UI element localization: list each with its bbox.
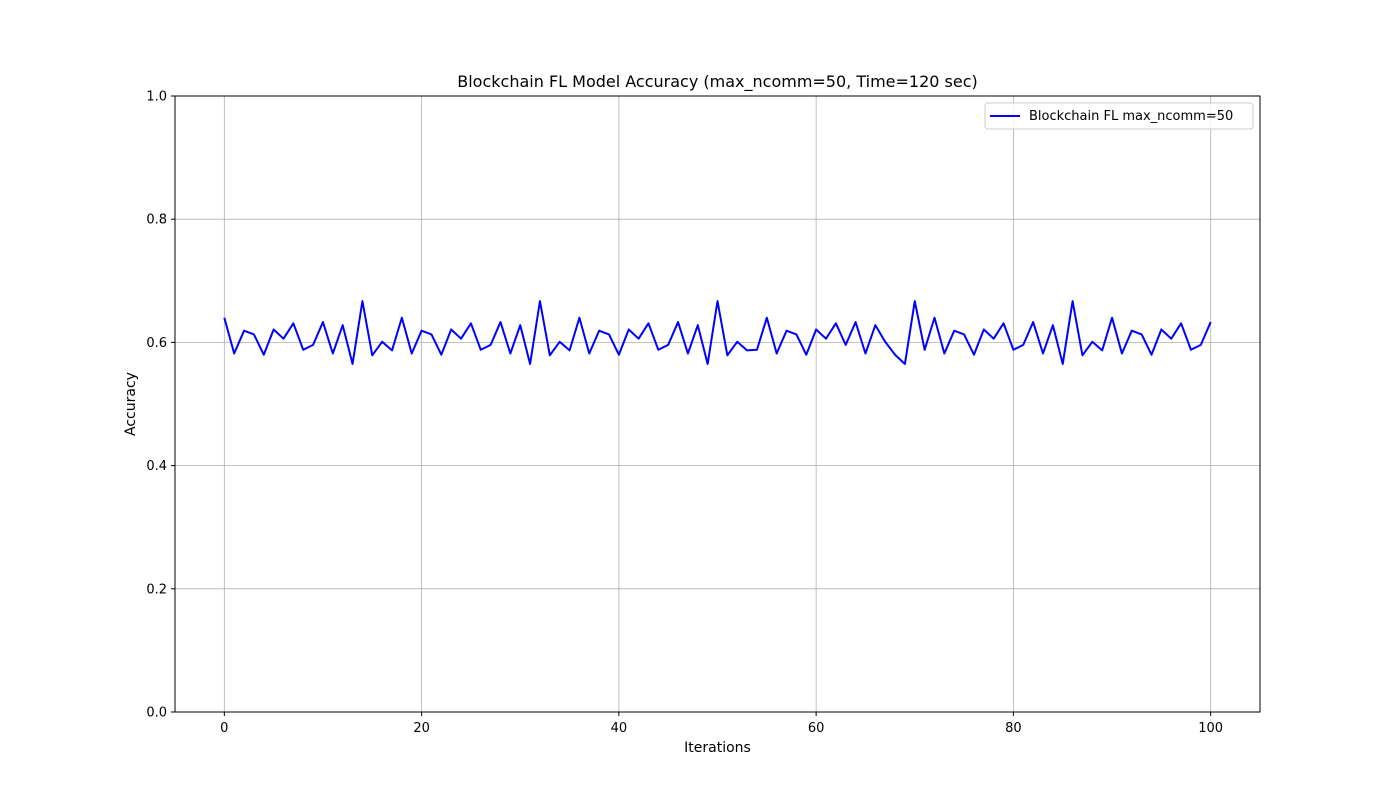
y-axis-label: Accuracy	[123, 372, 139, 436]
axis-ticks: 0 20 40 60 80 100 0.0 0.2 0.4 0.6 0.8 1.0	[146, 90, 1223, 737]
y-tick-label: 0.8	[146, 213, 167, 228]
legend-box	[984, 102, 1254, 130]
y-tick-label: 0.6	[146, 336, 167, 351]
series-line	[223, 300, 1212, 365]
x-tick-label: 60	[808, 721, 825, 736]
legend: Blockchain FL max_ncomm=50	[984, 102, 1254, 130]
x-tick-label: 80	[1005, 721, 1022, 736]
x-tick-label: 40	[611, 721, 628, 736]
plot-frame	[174, 95, 1261, 713]
x-tick-label: 20	[413, 721, 430, 736]
x-tick-label: 0	[220, 721, 228, 736]
y-tick-label: 1.0	[146, 90, 167, 105]
series-layer	[223, 300, 1212, 365]
y-tick-label: 0.2	[146, 582, 167, 597]
chart-title: Blockchain FL Model Accuracy (max_ncomm=…	[457, 72, 978, 92]
x-tick-label: 100	[1198, 721, 1223, 736]
x-axis-label: Iterations	[684, 740, 751, 756]
y-tick-label: 0.0	[146, 706, 167, 721]
grid-lines	[175, 95, 1260, 713]
y-tick-label: 0.4	[146, 459, 167, 474]
legend-label: Blockchain FL max_ncomm=50	[1029, 109, 1233, 124]
